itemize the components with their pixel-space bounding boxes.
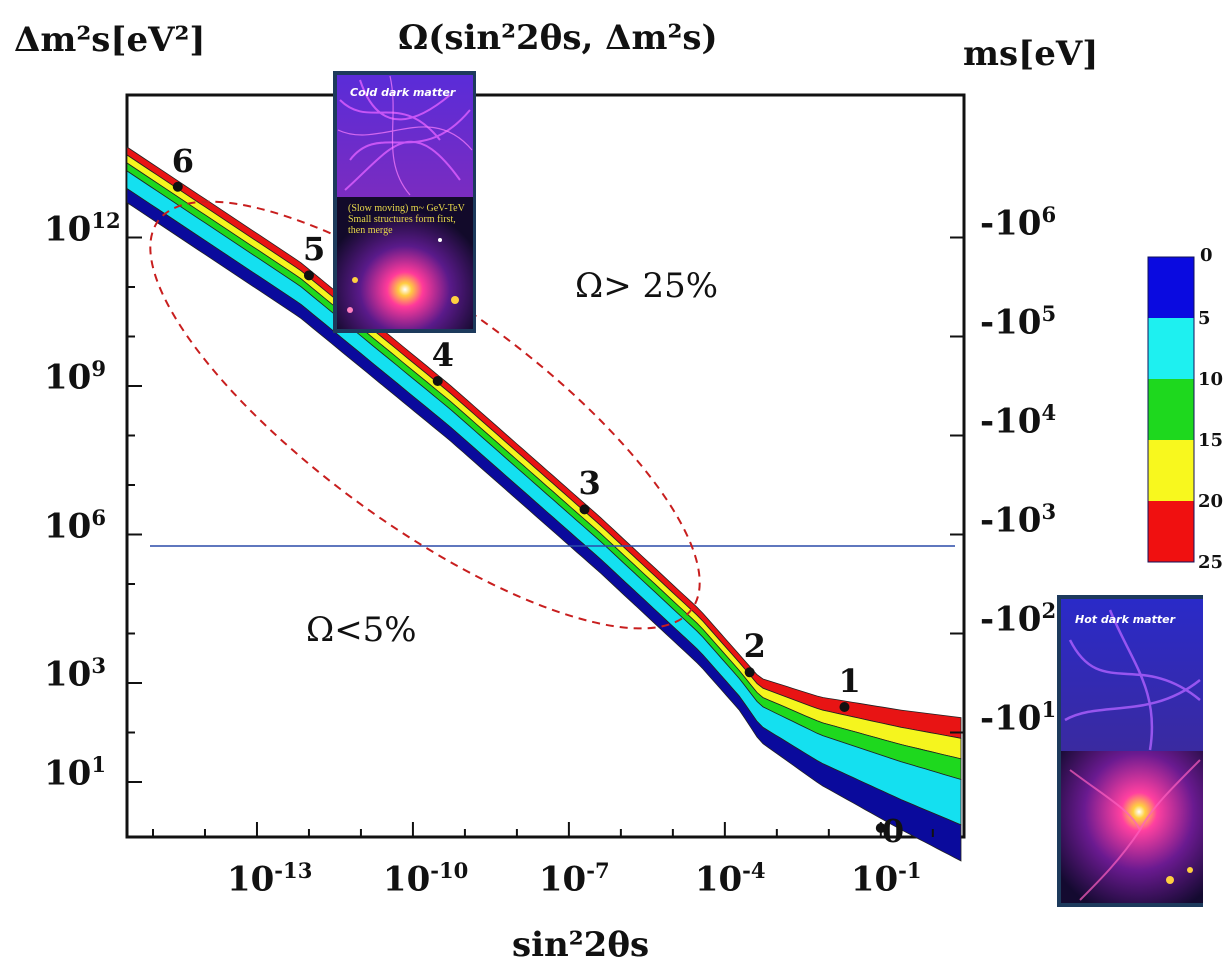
x-tick-label: 10-10 — [382, 858, 469, 900]
cold-dark-matter-image — [333, 71, 476, 333]
colorbar-label: 10 — [1198, 369, 1224, 390]
y-right-tick-label: -105 — [980, 300, 1057, 342]
x-axis-label: sin²2θs — [512, 925, 650, 965]
data-point — [172, 181, 183, 192]
y-right-tick-label: -106 — [980, 201, 1057, 243]
y-right-tick-label: -102 — [980, 597, 1057, 639]
y-left-tick-label: 1012 — [44, 207, 121, 249]
data-point — [744, 667, 755, 678]
y-left-tick-label: 101 — [44, 752, 106, 794]
x-tick-label: 10-7 — [538, 858, 610, 900]
y-right-tick-label: -104 — [980, 399, 1057, 441]
y-right-tick-label: -101 — [980, 696, 1057, 738]
point-label: 3 — [578, 464, 601, 503]
y-left-tick-label: 109 — [44, 356, 106, 398]
colorbar-border — [1147, 256, 1195, 563]
colorbar-segment — [1148, 379, 1194, 440]
tick-marks — [127, 236, 964, 837]
colorbar-label: 5 — [1198, 308, 1211, 329]
colorbar-segment — [1148, 318, 1194, 379]
hot-inset-caption: Hot dark matter — [1075, 613, 1176, 626]
x-tick-label: 10-1 — [850, 858, 922, 900]
point-label: 5 — [302, 230, 326, 269]
colorbar-segment — [1148, 501, 1194, 562]
y-right-tick-label: -103 — [980, 498, 1057, 540]
y-axis-left-label: Δm²s[eV²] — [14, 20, 206, 60]
data-points — [172, 181, 886, 833]
point-label: 1 — [838, 661, 861, 700]
data-point — [303, 270, 314, 281]
colorbar-label: 25 — [1198, 552, 1224, 573]
colorbar-label: 0 — [1200, 245, 1213, 266]
point-label: 0 — [881, 812, 905, 850]
annotation-low: Ω<5% — [306, 610, 417, 650]
data-point — [875, 823, 886, 833]
colorbar-label: 20 — [1198, 491, 1224, 512]
chart-title: Ω(sin²2θs, Δm²s) — [398, 18, 718, 58]
x-tick-label: 10-4 — [694, 858, 766, 900]
x-tick-label: 10-13 — [226, 858, 313, 900]
y-axis-right-label: ms[eV] — [963, 34, 1099, 74]
band-0 — [126, 187, 962, 862]
hot-dark-matter-image — [1057, 595, 1203, 907]
colorbar-segment — [1148, 257, 1194, 318]
colorbar-segment — [1148, 440, 1194, 501]
data-point — [432, 375, 443, 386]
colorbar-label: 15 — [1198, 430, 1224, 451]
annotation-high: Ω> 25% — [575, 266, 719, 306]
cold-inset-note: (Slow moving) m~ GeV-TeV Small structure… — [348, 203, 465, 236]
point-label: 6 — [171, 141, 195, 180]
point-label: 4 — [431, 335, 454, 374]
colorbar — [1147, 256, 1195, 563]
y-left-tick-label: 106 — [44, 504, 106, 546]
cold-inset-caption: Cold dark matter — [350, 86, 456, 99]
cold-region-ellipse — [149, 200, 701, 630]
data-point — [579, 504, 590, 515]
point-label: 2 — [743, 627, 766, 666]
y-left-tick-label: 103 — [44, 653, 106, 695]
data-point — [839, 701, 850, 712]
